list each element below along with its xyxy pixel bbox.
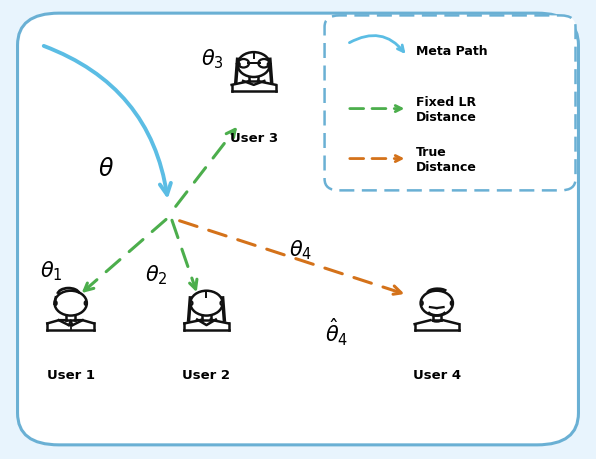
Text: User 4: User 4 <box>412 368 461 381</box>
Text: User 1: User 1 <box>46 368 95 381</box>
Circle shape <box>54 291 87 316</box>
Text: $\theta_1$: $\theta_1$ <box>40 258 63 282</box>
Text: Fixed LR
Distance: Fixed LR Distance <box>416 95 477 123</box>
Text: Meta Path: Meta Path <box>416 45 488 58</box>
Text: User 2: User 2 <box>182 368 231 381</box>
Text: $\hat{\theta}_4$: $\hat{\theta}_4$ <box>325 316 348 347</box>
Text: $\theta_4$: $\theta_4$ <box>290 238 312 262</box>
Text: $\theta_2$: $\theta_2$ <box>145 263 167 286</box>
Text: User 3: User 3 <box>229 132 278 145</box>
FancyBboxPatch shape <box>17 14 579 445</box>
Text: True
Distance: True Distance <box>416 145 477 173</box>
Circle shape <box>238 53 270 78</box>
Text: $\theta_3$: $\theta_3$ <box>201 48 224 71</box>
Circle shape <box>190 291 223 316</box>
Text: $\theta$: $\theta$ <box>98 157 114 180</box>
Circle shape <box>421 291 453 316</box>
FancyBboxPatch shape <box>325 17 576 191</box>
